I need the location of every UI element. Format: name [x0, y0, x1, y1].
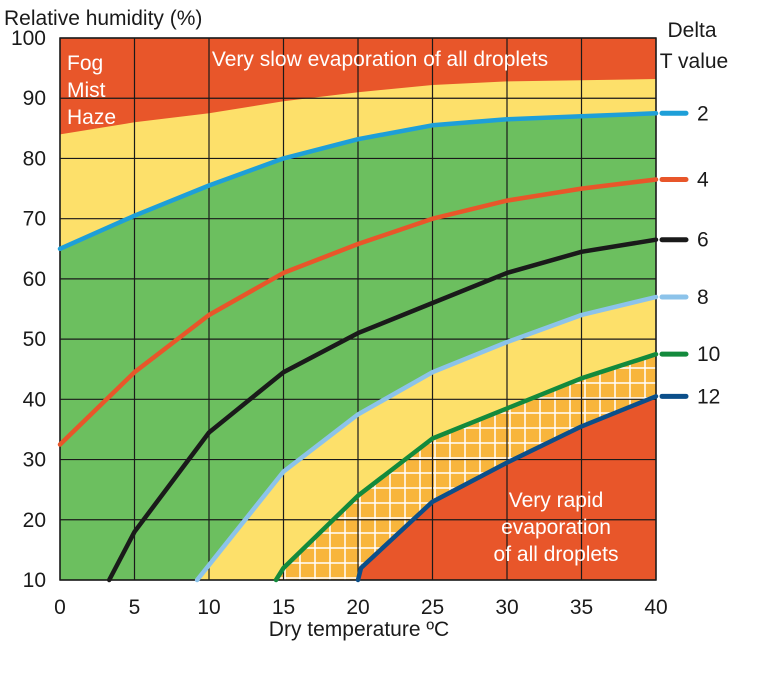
y-axis-title: Relative humidity (%) [4, 7, 202, 30]
rapid-label-line-3: of all droplets [494, 543, 619, 566]
x-tick-label: 40 [644, 596, 667, 619]
x-tick-label: 10 [197, 596, 220, 619]
y-tick-label: 100 [11, 27, 46, 50]
y-tick-label: 80 [23, 147, 46, 170]
slow-evaporation-label: Very slow evaporation of all droplets [212, 48, 548, 71]
x-tick-label: 20 [346, 596, 369, 619]
y-tick-label: 30 [23, 449, 46, 472]
y-tick-label: 70 [23, 208, 46, 231]
legend-title-line-1: Delta [667, 19, 716, 42]
series-line-delta-t-8 [194, 294, 659, 583]
series-line-delta-t-10 [273, 351, 659, 583]
y-tick-label: 90 [23, 87, 46, 110]
tick-labels: 2 4 6 8 10 12 0 5 10 15 20 25 30 35 40 10 20 30 40 50 60 70 80… [11, 27, 720, 619]
x-tick-label: 30 [495, 596, 518, 619]
rapid-label-line-1: Very rapid [509, 489, 604, 512]
legend-label-delta-t-8: 8 [697, 286, 709, 309]
legend-label-delta-t-10: 10 [697, 343, 720, 366]
x-tick-label: 25 [421, 596, 444, 619]
legend-label-delta-t-12: 12 [697, 385, 720, 408]
mist-label: Mist [67, 79, 106, 102]
y-tick-label: 40 [23, 388, 46, 411]
delta-t-legend-swatches [659, 110, 689, 399]
grid-lines [59, 37, 657, 581]
legend-label-delta-t-4: 4 [697, 169, 709, 192]
delta-t-curves [57, 111, 659, 583]
y-tick-label: 60 [23, 268, 46, 291]
y-tick-label: 10 [23, 569, 46, 592]
legend-label-delta-t-2: 2 [697, 102, 709, 125]
y-tick-label: 50 [23, 328, 46, 351]
series-line-delta-t-2 [57, 111, 659, 252]
series-line-delta-t-12 [355, 394, 659, 583]
x-tick-label: 15 [272, 596, 295, 619]
x-tick-label: 0 [54, 596, 66, 619]
rapid-label-line-2: evaporation [501, 516, 611, 539]
series-line-delta-t-6 [106, 237, 659, 583]
series-line-delta-t-4 [57, 177, 659, 447]
fog-label: Fog [67, 52, 103, 75]
x-axis-title: Dry temperature ºC [269, 618, 449, 641]
legend-label-delta-t-6: 6 [697, 229, 709, 252]
legend-title-line-2: T value [660, 50, 729, 73]
x-tick-label: 5 [129, 596, 141, 619]
marginal-hatched-zone [276, 354, 656, 580]
haze-label: Haze [67, 106, 116, 129]
x-tick-label: 35 [570, 596, 593, 619]
y-tick-label: 20 [23, 509, 46, 532]
